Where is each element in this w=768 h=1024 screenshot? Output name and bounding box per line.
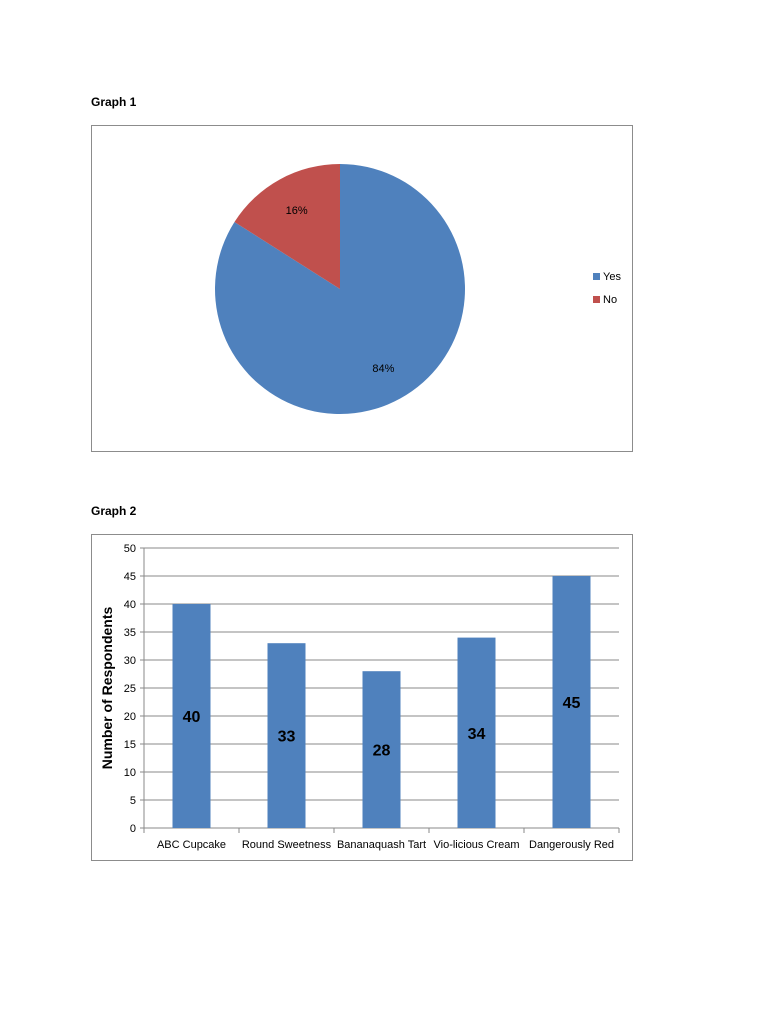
pie-label-yes: 84% <box>372 363 394 375</box>
bar-4 <box>552 576 591 828</box>
bar-value-label-1: 33 <box>278 729 296 746</box>
y-tick-label-10: 10 <box>124 767 136 779</box>
y-tick-label-35: 35 <box>124 627 136 639</box>
bar-value-label-3: 34 <box>468 726 486 743</box>
pie-slice-no <box>234 164 340 289</box>
pie-chart: 84% 16% Yes No <box>215 164 621 414</box>
y-tick-label-20: 20 <box>124 711 136 723</box>
y-tick-label-25: 25 <box>124 683 136 695</box>
legend-label-no: No <box>603 294 617 306</box>
y-tick-label-40: 40 <box>124 599 136 611</box>
bar-value-label-0: 40 <box>183 709 201 726</box>
bar-chart: 0 5 10 15 20 25 30 35 40 45 50 Number of Respondent… <box>99 543 620 851</box>
pie-slice-yes <box>215 164 466 414</box>
pie-label-no: 16% <box>286 205 308 217</box>
bar-0 <box>172 604 211 828</box>
y-tick-label-50: 50 <box>124 543 136 555</box>
pie-chart-frame: 84% 16% Yes No <box>91 125 633 452</box>
legend-label-yes: Yes <box>603 271 621 283</box>
y-axis-label: Number of Respondents <box>99 607 115 770</box>
bar-1 <box>267 643 306 828</box>
y-tick-label-15: 15 <box>124 739 136 751</box>
y-tick-label-30: 30 <box>124 655 136 667</box>
bar-chart-frame: 0 5 10 15 20 25 30 35 40 45 50 Number of Respondent… <box>91 534 633 861</box>
x-tick-label-4: Dangerously Red <box>529 839 614 851</box>
x-tick-label-0: ABC Cupcake <box>157 839 226 851</box>
y-tick-label-0: 0 <box>130 823 136 835</box>
bar-3 <box>457 637 496 828</box>
x-tick-label-1: Round Sweetness <box>242 839 332 851</box>
y-tick-label-5: 5 <box>130 795 136 807</box>
bar-2 <box>362 671 401 828</box>
x-tick-label-3: Vio-licious Cream <box>434 839 520 851</box>
graph2-title: Graph 2 <box>91 504 137 518</box>
x-tick-label-2: Bananaquash Tart <box>337 839 426 851</box>
legend-swatch-yes <box>593 273 600 280</box>
bar-value-label-4: 45 <box>563 695 581 712</box>
legend-swatch-no <box>593 296 600 303</box>
bar-value-label-2: 28 <box>373 743 391 760</box>
graph1-title: Graph 1 <box>91 95 137 109</box>
y-tick-label-45: 45 <box>124 571 136 583</box>
